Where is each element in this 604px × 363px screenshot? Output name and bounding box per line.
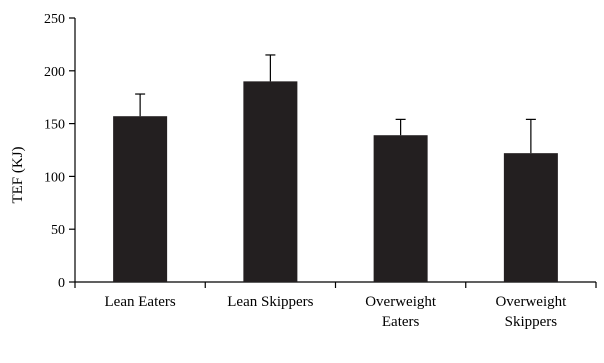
x-category-label-1-0: Lean Skippers xyxy=(227,294,313,310)
x-category-label-2-1: Eaters xyxy=(382,314,420,330)
bar-2 xyxy=(373,135,428,282)
y-tick-label-0: 0 xyxy=(58,276,65,291)
bar-3 xyxy=(503,153,558,282)
y-tick-label-150: 150 xyxy=(44,118,65,133)
x-category-label-0-0: Lean Eaters xyxy=(105,294,176,310)
y-tick-label-50: 50 xyxy=(51,223,65,238)
y-tick-label-100: 100 xyxy=(44,170,65,185)
x-category-labels: Lean Eaters Lean Skippers Overweight Eaters… xyxy=(105,294,568,330)
bar-0 xyxy=(113,116,168,282)
y-tick-label-200: 200 xyxy=(44,65,65,80)
bars xyxy=(113,81,558,282)
y-tick-label-250: 250 xyxy=(44,12,65,27)
error-bars xyxy=(135,54,536,154)
x-category-label-3-0: Overweight xyxy=(495,294,567,310)
bar-1 xyxy=(243,81,298,282)
y-ticks: 0 50 100 150 200 250 xyxy=(44,12,75,291)
x-category-label-3-1: Skippers xyxy=(505,314,558,330)
x-category-label-2-0: Overweight xyxy=(365,294,437,310)
y-axis-title: TEF (KJ) xyxy=(10,146,26,203)
